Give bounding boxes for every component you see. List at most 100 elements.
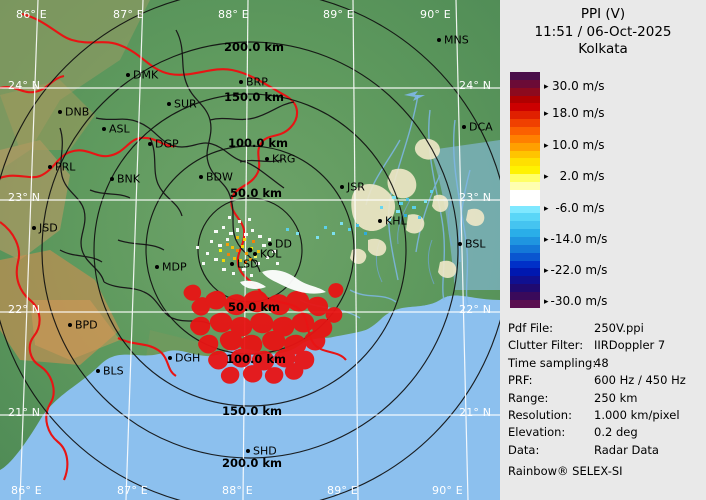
station-marker-bsl[interactable]: BSL [458, 237, 485, 251]
station-marker-dgp[interactable]: DGP [148, 137, 179, 151]
station-label: DCA [469, 120, 493, 134]
station-dot-icon [58, 110, 62, 114]
station-dot-icon [239, 80, 243, 84]
station-marker-shd[interactable]: SHD [246, 444, 277, 458]
station-marker-dmk[interactable]: DMK [126, 68, 158, 82]
station-dot-icon [68, 323, 72, 327]
station-marker-jsd[interactable]: JSD [32, 221, 58, 235]
range-ring-label: 200.0 km [222, 456, 283, 470]
grid-label: 21° N [459, 406, 492, 419]
radar-map[interactable]: 86° E 87° E 88° E 89° E 90° E 86° E 87° … [0, 0, 500, 500]
colorbar-band [510, 166, 540, 175]
station-marker-dnb[interactable]: DNB [58, 105, 89, 119]
colorbar-band [510, 237, 540, 245]
station-marker-dgh[interactable]: DGH [168, 351, 200, 365]
station-marker-jsr[interactable]: JSR [340, 180, 365, 194]
colorbar-tick: ▸ -30.0 m/s [544, 294, 608, 309]
station-marker-mdp[interactable]: MDP [155, 260, 187, 274]
station-marker-dd[interactable]: DD [268, 237, 292, 251]
station-marker-lsd[interactable]: LSD [230, 257, 259, 271]
station-marker-krg[interactable]: KRG [265, 152, 295, 166]
colorbar-band [510, 142, 540, 151]
tick-label: 10.0 m/s [552, 137, 605, 152]
grid-label: 88° E [222, 484, 253, 497]
metadata-row: Time sampling: 48 [508, 355, 706, 372]
station-marker-kol[interactable]: KOL [253, 247, 281, 261]
tick-label: -6.0 m/s [555, 200, 605, 215]
tick-label: -30.0 m/s [550, 294, 608, 309]
range-ring-label: 200.0 km [224, 40, 285, 54]
station-label: DGP [155, 137, 179, 151]
colorbar-tick: ▸ -22.0 m/s [544, 263, 608, 278]
station-dot-icon [110, 177, 114, 181]
grid-label: 22° N [8, 303, 41, 316]
colorbar-band [510, 252, 540, 261]
station-label: MNS [444, 33, 469, 47]
station-label: MDP [162, 260, 187, 274]
grid-label: 90° E [432, 484, 463, 497]
tick-arrow-icon: ▸ [544, 203, 549, 214]
colorbar-band [510, 299, 540, 308]
station-marker-sur[interactable]: SUR [167, 97, 197, 111]
range-ring-label: 100.0 km [228, 136, 289, 150]
station-label: SHD [253, 444, 277, 458]
colorbar-band [510, 182, 540, 190]
station-marker-prl[interactable]: PRL [48, 160, 75, 174]
station-marker-bpd[interactable]: BPD [68, 318, 98, 332]
tick-arrow-icon: ▸ [544, 140, 549, 151]
station-marker-bdw[interactable]: BDW [199, 170, 233, 184]
station-label: LSD [237, 257, 259, 271]
colorbar-tick: ▸ 2.0 m/s [544, 169, 605, 183]
colorbar-band [510, 127, 540, 135]
colorbar-band [510, 284, 540, 293]
station-marker-khl[interactable]: KHL [378, 214, 407, 228]
station-dot-icon [246, 449, 250, 453]
metadata-value: 1.000 km/pixel [594, 408, 680, 423]
station-marker-bls[interactable]: BLS [96, 364, 124, 378]
colorbar-tick: ▸ -14.0 m/s [544, 232, 607, 246]
tick-label: 30.0 m/s [552, 78, 605, 93]
grid-label: 23° N [8, 191, 41, 204]
station-marker-brp[interactable]: BRP [239, 75, 268, 89]
station-label: ASL [109, 122, 130, 136]
grid-label: 23° N [459, 191, 492, 204]
station-label: DD [275, 237, 292, 251]
station-marker-dca[interactable]: DCA [462, 120, 493, 134]
tick-label: -22.0 m/s [550, 263, 608, 278]
station-label: BSL [465, 237, 486, 251]
grid-label: 21° N [8, 406, 41, 419]
station-label: BDW [206, 170, 233, 184]
metadata-key: Time sampling: [508, 355, 597, 370]
range-ring-label: 50.0 km [228, 300, 281, 314]
station-dot-icon [48, 165, 52, 169]
tick-label: 2.0 m/s [559, 168, 605, 183]
metadata-value: 48 [594, 355, 609, 370]
colorbar-tick: ▸ 18.0 m/s [544, 106, 605, 120]
grid-label: 88° E [218, 8, 249, 21]
tick-arrow-icon: ▸ [544, 297, 549, 308]
grid-label: 89° E [323, 8, 354, 21]
colorbar-band [510, 205, 540, 214]
colorbar-band [510, 79, 540, 88]
station-dot-icon [148, 142, 152, 146]
station-marker-mns[interactable]: MNS [437, 33, 469, 47]
colorbar-band [510, 244, 540, 253]
metadata-value: 250 km [594, 390, 638, 405]
station-dot-icon [155, 265, 159, 269]
station-marker-bnk[interactable]: BNK [110, 172, 140, 186]
grid-label: 87° E [117, 484, 148, 497]
colorbar-band [510, 103, 540, 112]
vendor-brand: Rainbow® SELEX-SI [508, 464, 623, 479]
colorbar-band [510, 197, 540, 206]
metadata-row: Pdf File: 250V.ppi [508, 320, 706, 337]
station-dot-icon [268, 242, 272, 246]
colorbar-band [510, 260, 540, 269]
grid-label: 22° N [459, 303, 492, 316]
metadata-value: 0.2 deg [594, 425, 638, 440]
metadata-row: Clutter Filter: IIRDoppler 7 [508, 337, 706, 354]
station-label: JSD [39, 221, 58, 235]
velocity-colorbar[interactable]: ▸ 30.0 m/s ▸ 18.0 m/s ▸ 10.0 m/s ▸ 2.0 m/s ▸ -6.0… [510, 72, 700, 308]
product-type: PPI (V) [580, 6, 626, 22]
station-marker-asl[interactable]: ASL [102, 122, 130, 136]
